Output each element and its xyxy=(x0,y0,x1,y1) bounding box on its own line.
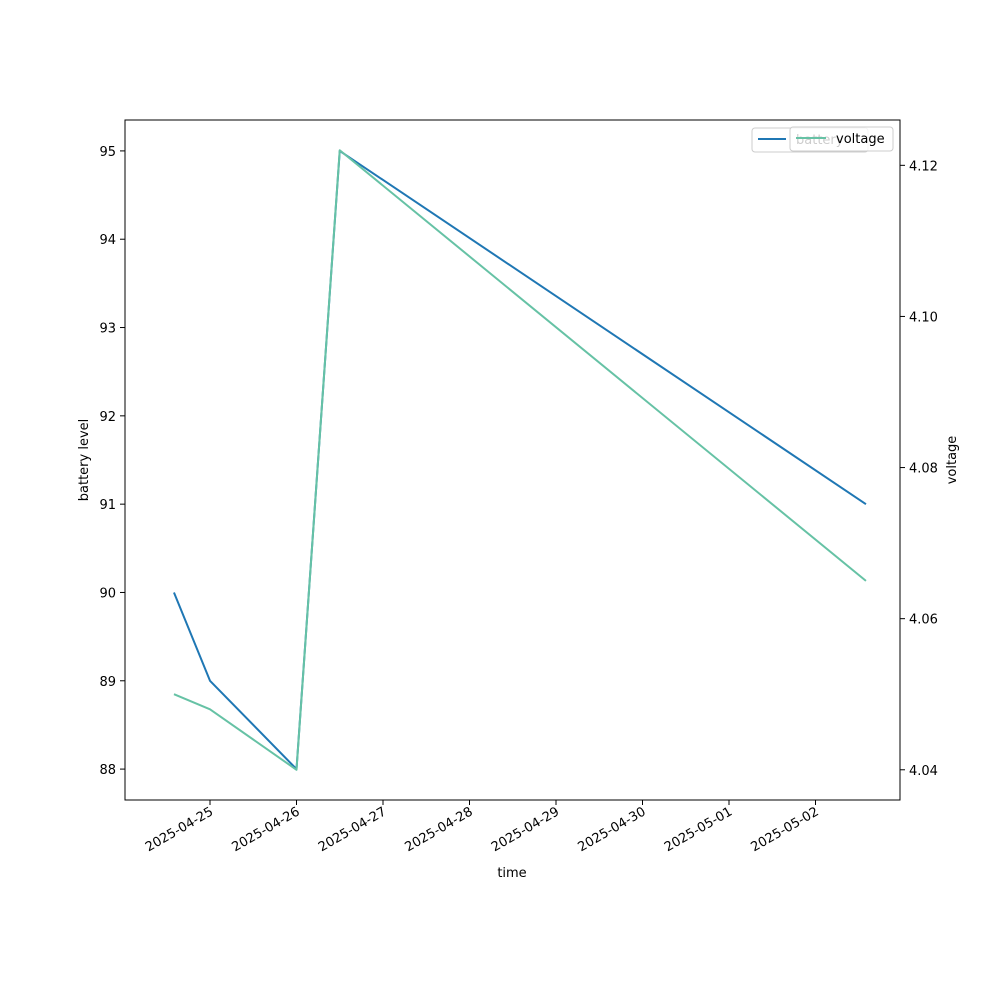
y2-axis-label: voltage xyxy=(945,436,960,485)
plot-frame xyxy=(124,119,901,801)
legend-voltage: voltage xyxy=(789,126,894,152)
x-tick-label: 2025-04-27 xyxy=(316,804,389,855)
y-tick-label: 91 xyxy=(99,498,116,513)
x-tick-label: 2025-04-25 xyxy=(143,804,216,855)
y2-tick-label: 4.12 xyxy=(909,159,938,174)
y-tick-label: 94 xyxy=(99,233,116,248)
y-tick-label: 93 xyxy=(99,322,116,337)
y2-tick-label: 4.08 xyxy=(909,462,938,477)
y2-tick-label: 4.10 xyxy=(909,310,938,325)
y-axis-label: battery level xyxy=(77,419,92,502)
x-axis-ticks: 2025-04-25 2025-04-26 2025-04-27 2025-04-28… xyxy=(143,800,822,855)
x-tick-label: 2025-05-01 xyxy=(662,804,735,855)
legend-label-voltage: voltage xyxy=(836,132,885,147)
y-axis-ticks: 88 89 90 91 92 93 94 95 xyxy=(99,145,125,778)
y-tick-label: 90 xyxy=(99,586,116,601)
x-tick-label: 2025-04-30 xyxy=(576,804,649,855)
legend-box xyxy=(789,126,894,152)
plot-lines xyxy=(173,149,867,771)
x-tick-label: 2025-04-28 xyxy=(403,804,476,855)
y-tick-label: 88 xyxy=(99,763,116,778)
x-tick-label: 2025-05-02 xyxy=(749,804,822,855)
y2-tick-label: 4.06 xyxy=(909,613,938,628)
y-tick-label: 92 xyxy=(99,410,116,425)
x-tick-label: 2025-04-26 xyxy=(230,804,303,855)
y2-axis-ticks: 4.04 4.06 4.08 4.10 4.12 xyxy=(900,159,938,779)
series-line-battery xyxy=(173,149,867,771)
x-tick-label: 2025-04-29 xyxy=(489,804,562,855)
y-tick-label: 89 xyxy=(99,675,116,690)
y2-tick-label: 4.04 xyxy=(909,764,938,779)
y-tick-label: 95 xyxy=(99,145,116,160)
x-axis-label: time xyxy=(497,866,526,881)
series-line-voltage xyxy=(173,149,867,771)
